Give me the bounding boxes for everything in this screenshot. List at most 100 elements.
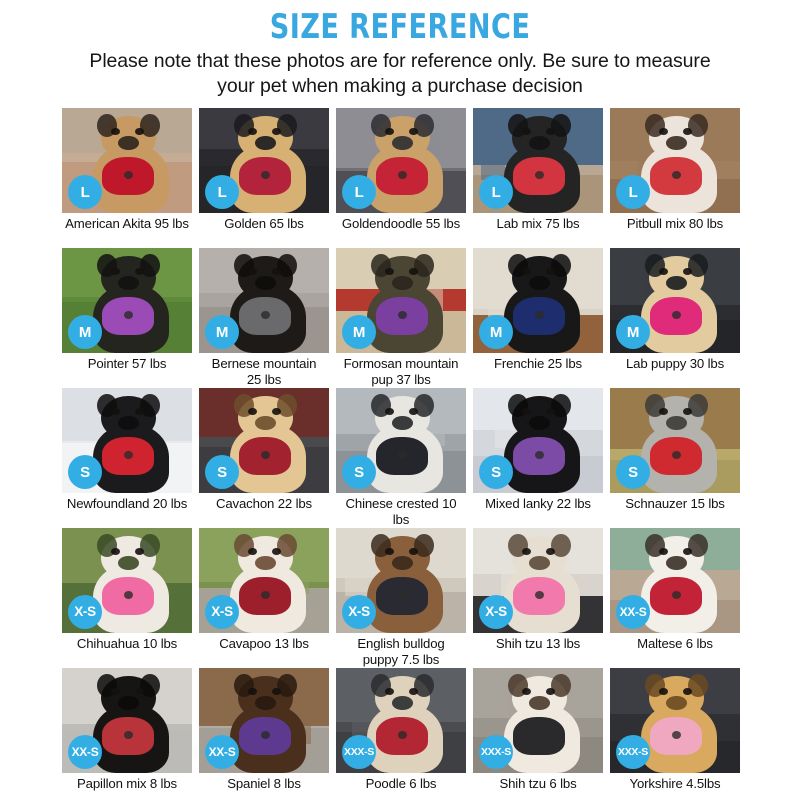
dog-photo: L — [336, 108, 466, 213]
size-reference-cell: M Pointer 57 lbs — [62, 248, 192, 388]
size-reference-cell: X-S Shih tzu 13 lbs — [473, 528, 603, 668]
size-badge: M — [616, 315, 650, 349]
dog-caption: Frenchie 25 lbs — [494, 356, 582, 371]
dog-photo: L — [199, 108, 329, 213]
size-badge: XX-S — [205, 735, 239, 769]
dog-caption: Pitbull mix 80 lbs — [626, 216, 724, 231]
size-reference-cell: XX-S Spaniel 8 lbs — [199, 668, 329, 808]
dog-photo: XXX-S — [473, 668, 603, 773]
size-badge: L — [342, 175, 376, 209]
size-badge: S — [205, 455, 239, 489]
dog-caption: Chinese crested 10 lbs — [345, 496, 457, 527]
dog-photo: XXX-S — [610, 668, 740, 773]
size-badge: XXX-S — [479, 735, 513, 769]
size-badge: X-S — [479, 595, 513, 629]
dog-photo: L — [473, 108, 603, 213]
dog-caption: Cavachon 22 lbs — [216, 496, 312, 511]
size-reference-cell: L Pitbull mix 80 lbs — [610, 108, 740, 248]
dog-photo: X-S — [199, 528, 329, 633]
size-reference-cell: XXX-S Yorkshire 4.5lbs — [610, 668, 740, 808]
size-reference-cell: S Newfoundland 20 lbs — [62, 388, 192, 528]
dog-caption: Goldendoodle 55 lbs — [341, 216, 461, 231]
size-reference-cell: M Formosan mountain pup 37 lbs — [336, 248, 466, 388]
size-badge: X-S — [205, 595, 239, 629]
dog-photo: M — [610, 248, 740, 353]
size-badge: XX-S — [616, 595, 650, 629]
dog-photo: X-S — [473, 528, 603, 633]
dog-caption: Lab puppy 30 lbs — [625, 356, 725, 371]
size-badge: M — [68, 315, 102, 349]
size-badge: S — [342, 455, 376, 489]
dog-photo: XX-S — [62, 668, 192, 773]
dog-caption: Formosan mountain pup 37 lbs — [343, 356, 459, 387]
dog-photo: XX-S — [199, 668, 329, 773]
size-badge: XXX-S — [616, 735, 650, 769]
size-badge: S — [479, 455, 513, 489]
dog-caption: Golden 65 lbs — [224, 216, 304, 231]
size-reference-cell: S Cavachon 22 lbs — [199, 388, 329, 528]
size-badge: L — [68, 175, 102, 209]
size-badge: M — [205, 315, 239, 349]
dog-caption: Papillon mix 8 lbs — [77, 776, 177, 791]
dog-caption: American Akita 95 lbs — [65, 216, 189, 231]
page-subtitle: Please note that these photos are for re… — [89, 50, 711, 97]
size-badge: M — [342, 315, 376, 349]
size-reference-cell: XX-S Maltese 6 lbs — [610, 528, 740, 668]
dog-caption: Schnauzer 15 lbs — [625, 496, 725, 511]
dog-photo: S — [610, 388, 740, 493]
dog-caption: Poodle 6 lbs — [365, 776, 437, 791]
dog-photo: M — [199, 248, 329, 353]
dog-photo: X-S — [336, 528, 466, 633]
size-badge: X-S — [342, 595, 376, 629]
size-reference-cell: L Goldendoodle 55 lbs — [336, 108, 466, 248]
size-reference-grid: L American Akita 95 lbs L Golden 65 lbs L Gol… — [62, 108, 740, 808]
size-reference-cell: XXX-S Shih tzu 6 lbs — [473, 668, 603, 808]
size-badge: S — [616, 455, 650, 489]
dog-caption: Newfoundland 20 lbs — [66, 496, 188, 511]
size-reference-cell: L Lab mix 75 lbs — [473, 108, 603, 248]
size-badge: L — [205, 175, 239, 209]
size-reference-cell: L American Akita 95 lbs — [62, 108, 192, 248]
dog-photo: S — [62, 388, 192, 493]
dog-caption: Spaniel 8 lbs — [227, 776, 301, 791]
dog-photo: M — [62, 248, 192, 353]
size-reference-cell: S Schnauzer 15 lbs — [610, 388, 740, 528]
dog-photo: XXX-S — [336, 668, 466, 773]
size-reference-cell: X-S Chihuahua 10 lbs — [62, 528, 192, 668]
dog-caption: Bernese mountain 25 lbs — [211, 356, 317, 387]
size-badge: M — [479, 315, 513, 349]
size-badge: L — [479, 175, 513, 209]
dog-photo: M — [473, 248, 603, 353]
size-reference-cell: XXX-S Poodle 6 lbs — [336, 668, 466, 808]
size-badge: S — [68, 455, 102, 489]
size-reference-cell: L Golden 65 lbs — [199, 108, 329, 248]
size-badge: X-S — [68, 595, 102, 629]
size-reference-cell: M Bernese mountain 25 lbs — [199, 248, 329, 388]
dog-photo: S — [336, 388, 466, 493]
dog-photo: L — [610, 108, 740, 213]
dog-photo: M — [336, 248, 466, 353]
dog-photo: XX-S — [610, 528, 740, 633]
size-badge: XX-S — [68, 735, 102, 769]
size-badge: L — [616, 175, 650, 209]
dog-caption: Chihuahua 10 lbs — [76, 636, 178, 651]
size-badge: XXX-S — [342, 735, 376, 769]
dog-caption: Lab mix 75 lbs — [496, 216, 580, 231]
dog-photo: L — [62, 108, 192, 213]
dog-caption: English bulldog puppy 7.5 lbs — [357, 636, 445, 667]
page-title: SIZE REFERENCE — [269, 7, 531, 47]
size-reference-cell: XX-S Papillon mix 8 lbs — [62, 668, 192, 808]
dog-photo: X-S — [62, 528, 192, 633]
dog-caption: Shih tzu 6 lbs — [499, 776, 577, 791]
header: SIZE REFERENCE Please note that these ph… — [0, 0, 800, 99]
size-reference-cell: M Frenchie 25 lbs — [473, 248, 603, 388]
size-reference-cell: S Mixed lanky 22 lbs — [473, 388, 603, 528]
dog-caption: Maltese 6 lbs — [637, 636, 713, 651]
dog-photo: S — [473, 388, 603, 493]
size-reference-cell: X-S Cavapoo 13 lbs — [199, 528, 329, 668]
dog-caption: Cavapoo 13 lbs — [219, 636, 309, 651]
dog-caption: Shih tzu 13 lbs — [495, 636, 581, 651]
size-reference-cell: S Chinese crested 10 lbs — [336, 388, 466, 528]
dog-photo: S — [199, 388, 329, 493]
size-reference-cell: M Lab puppy 30 lbs — [610, 248, 740, 388]
